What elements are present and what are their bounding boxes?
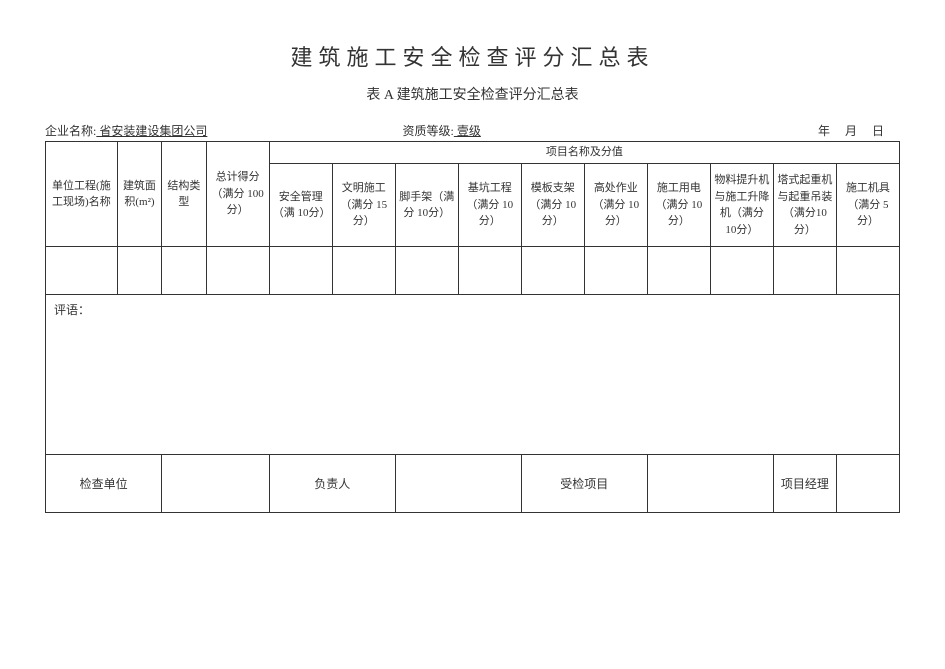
date-text: 年 月 日	[818, 124, 890, 138]
meta-date: 年 月 日	[700, 122, 900, 139]
qual-label: 资质等级:	[403, 124, 454, 138]
cell	[458, 247, 521, 295]
col-crane: 塔式起重机与起重吊装（满分10 分）	[773, 164, 836, 247]
col-safety-mgmt: 安全管理（满 10分）	[269, 164, 332, 247]
col-electric: 施工用电（满分 10分）	[647, 164, 710, 247]
comment-row: 评语：	[46, 295, 900, 455]
cell	[395, 247, 458, 295]
main-title: 建筑施工安全检查评分汇总表	[45, 40, 900, 72]
cell	[117, 247, 161, 295]
col-area: 建筑面积(m²)	[117, 142, 161, 247]
sign-label-inspected-proj: 受检项目	[521, 455, 647, 513]
col-structure: 结构类型	[162, 142, 206, 247]
meta-row: 企业名称: 省安装建设集团公司 资质等级: 壹级 年 月 日	[45, 122, 900, 139]
col-tools: 施工机具（满分 5分）	[836, 164, 899, 247]
cell	[332, 247, 395, 295]
col-project-name: 单位工程(施工现场)名称	[46, 142, 118, 247]
sub-title: 表 A 建筑施工安全检查评分汇总表	[45, 84, 900, 104]
cell	[647, 247, 710, 295]
company-value: 省安装建设集团公司	[96, 124, 207, 138]
col-group-header: 项目名称及分值	[269, 142, 899, 164]
sign-value-inspected-proj	[647, 455, 773, 513]
col-formwork: 模板支架（满分 10分）	[521, 164, 584, 247]
meta-company: 企业名称: 省安装建设集团公司	[45, 122, 343, 139]
cell	[269, 247, 332, 295]
cell	[773, 247, 836, 295]
sign-label-pm: 项目经理	[773, 455, 836, 513]
meta-qualification: 资质等级: 壹级	[343, 122, 701, 139]
cell	[521, 247, 584, 295]
signature-row: 检查单位 负责人 受检项目 项目经理	[46, 455, 900, 513]
cell	[162, 247, 206, 295]
cell	[584, 247, 647, 295]
col-scaffold: 脚手架（满分 10分）	[395, 164, 458, 247]
score-table: 单位工程(施工现场)名称 建筑面积(m²) 结构类型 总计得分（满分 100分）…	[45, 141, 900, 513]
cell	[46, 247, 118, 295]
col-foundation: 基坑工程（满分 10分）	[458, 164, 521, 247]
sign-value-leader	[395, 455, 521, 513]
qual-value: 壹级	[454, 124, 481, 138]
col-civilized: 文明施工（满分 15分）	[332, 164, 395, 247]
company-label: 企业名称:	[45, 124, 96, 138]
col-hoist: 物料提升机与施工升降机（满分 10分）	[710, 164, 773, 247]
col-total-score: 总计得分（满分 100分）	[206, 142, 269, 247]
sign-label-leader: 负责人	[269, 455, 395, 513]
cell	[710, 247, 773, 295]
sign-value-inspect-unit	[162, 455, 270, 513]
comment-cell: 评语：	[46, 295, 900, 455]
table-row	[46, 247, 900, 295]
sign-value-pm	[836, 455, 899, 513]
col-high-work: 高处作业（满分 10分）	[584, 164, 647, 247]
cell	[836, 247, 899, 295]
sign-label-inspect-unit: 检查单位	[46, 455, 162, 513]
cell	[206, 247, 269, 295]
